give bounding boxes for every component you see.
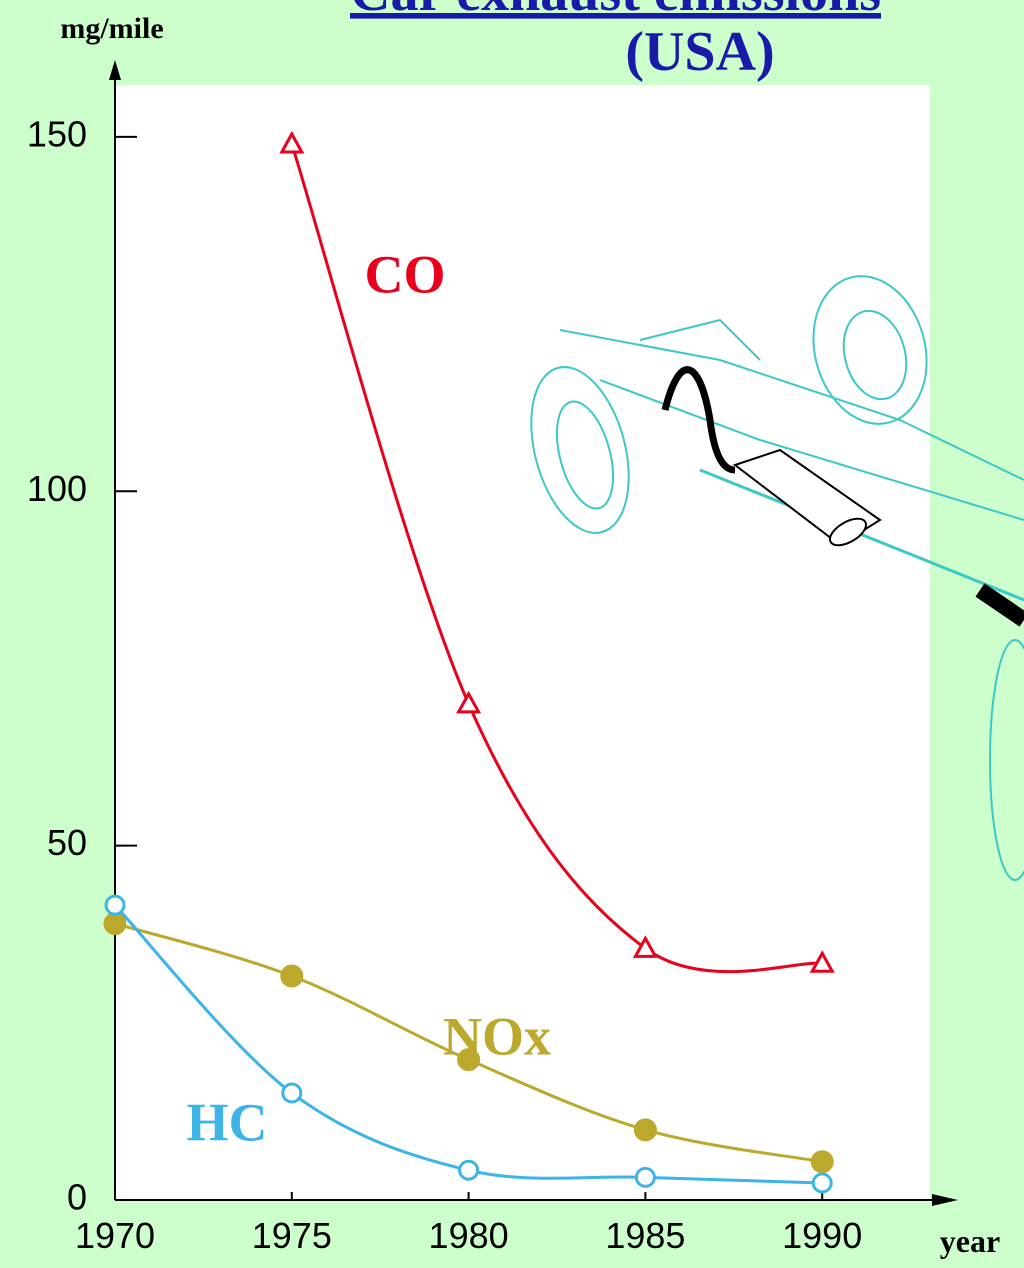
marker [106,896,124,914]
marker [636,1168,654,1186]
y-tick-label: 0 [67,1177,87,1218]
y-tick-label: 150 [27,113,87,154]
series-label: NOx [443,1006,551,1066]
marker [105,914,125,934]
x-tick-label: 1990 [782,1215,862,1256]
series-label: HC [187,1092,268,1152]
page: Car exhaust emissions (USA) mg/mile year… [0,0,1024,1268]
marker [813,1174,831,1192]
marker [282,966,302,986]
marker [460,1161,478,1179]
x-axis-arrow [932,1194,958,1206]
chart: Car exhaust emissions (USA) mg/mile year… [0,0,1024,1268]
y-axis-label: mg/mile [60,12,163,45]
x-axis-label: year [940,1223,1000,1259]
x-tick-label: 1980 [429,1215,509,1256]
x-tick-label: 1970 [75,1215,155,1256]
marker [635,1120,655,1140]
y-tick-label: 50 [47,822,87,863]
y-axis-arrow [109,60,121,80]
y-tick-label: 100 [27,468,87,509]
x-tick-label: 1985 [605,1215,685,1256]
x-tick-label: 1975 [252,1215,332,1256]
chart-subtitle: (USA) [625,21,774,83]
chart-title: Car exhaust emissions [350,0,881,23]
marker [283,1084,301,1102]
series-label: CO [365,244,446,304]
marker [812,1152,832,1172]
